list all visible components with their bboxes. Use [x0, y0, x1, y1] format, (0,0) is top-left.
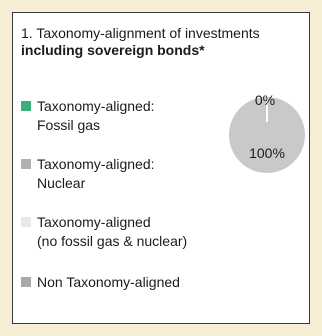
legend-label-fossil-gas-line2: Fossil gas: [37, 117, 101, 133]
title-prefix: 1. Taxonomy-alignment of investments: [21, 25, 260, 41]
legend-label-other-aligned-line2: (no fossil gas & nuclear): [37, 233, 188, 249]
legend-swatch-other-aligned: [21, 217, 31, 227]
pie-chart: 0% 100%: [229, 92, 305, 173]
title-bold: including sovereign bonds*: [21, 42, 205, 58]
legend-swatch-non-aligned: [21, 277, 31, 287]
legend-swatch-nuclear: [21, 159, 31, 169]
pie-slice-non-aligned: [229, 97, 305, 173]
pie-label-0: 0%: [255, 92, 275, 108]
legend-swatch-fossil-gas: [21, 101, 31, 111]
legend-label-non-aligned-line1: Non Taxonomy-aligned: [37, 274, 180, 290]
chart-title: 1. Taxonomy-alignment of investments inc…: [21, 25, 291, 59]
pie-label-1: 100%: [249, 145, 285, 161]
chart-panel: 1. Taxonomy-alignment of investments inc…: [12, 12, 310, 324]
legend-label-nuclear-line1: Taxonomy-aligned:: [37, 156, 155, 172]
legend-label-fossil-gas-line1: Taxonomy-aligned:: [37, 98, 155, 114]
legend-label-other-aligned-line1: Taxonomy-aligned: [37, 214, 151, 230]
legend-label-nuclear-line2: Nuclear: [37, 175, 86, 191]
